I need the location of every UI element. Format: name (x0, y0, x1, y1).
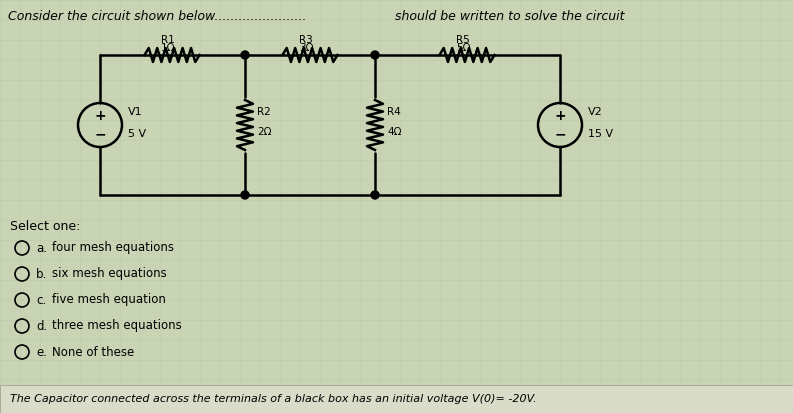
Text: 1Ω: 1Ω (161, 43, 175, 53)
FancyBboxPatch shape (0, 385, 793, 413)
Text: 3Ω: 3Ω (299, 43, 313, 53)
Text: The Capacitor connected across the terminals of a black box has an initial volta: The Capacitor connected across the termi… (10, 394, 537, 404)
Text: R4: R4 (387, 107, 400, 117)
Text: e.: e. (36, 346, 47, 358)
Text: −: − (554, 127, 566, 141)
Text: None of these: None of these (52, 346, 134, 358)
Text: 5Ω: 5Ω (456, 43, 470, 53)
Text: six mesh equations: six mesh equations (52, 268, 167, 280)
Text: R2: R2 (257, 107, 270, 117)
Circle shape (371, 51, 379, 59)
Text: three mesh equations: three mesh equations (52, 320, 182, 332)
Text: should be written to solve the circuit: should be written to solve the circuit (395, 10, 625, 23)
Text: d.: d. (36, 320, 48, 332)
Text: c.: c. (36, 294, 46, 306)
Text: R5: R5 (456, 35, 470, 45)
Circle shape (241, 51, 249, 59)
Text: +: + (94, 109, 105, 123)
Text: 15 V: 15 V (588, 129, 613, 139)
Text: V2: V2 (588, 107, 603, 117)
Text: +: + (554, 109, 566, 123)
Text: −: − (94, 127, 105, 141)
Text: a.: a. (36, 242, 47, 254)
Text: five mesh equation: five mesh equation (52, 294, 166, 306)
Text: Consider the circuit shown below.......................: Consider the circuit shown below........… (8, 10, 307, 23)
Text: V1: V1 (128, 107, 143, 117)
Text: b.: b. (36, 268, 48, 280)
Text: 5 V: 5 V (128, 129, 146, 139)
Text: R1: R1 (161, 35, 175, 45)
Circle shape (241, 191, 249, 199)
Text: 2Ω: 2Ω (257, 127, 271, 137)
Circle shape (371, 191, 379, 199)
Text: 4Ω: 4Ω (387, 127, 401, 137)
Text: R3: R3 (299, 35, 313, 45)
Text: Select one:: Select one: (10, 220, 80, 233)
Text: four mesh equations: four mesh equations (52, 242, 174, 254)
